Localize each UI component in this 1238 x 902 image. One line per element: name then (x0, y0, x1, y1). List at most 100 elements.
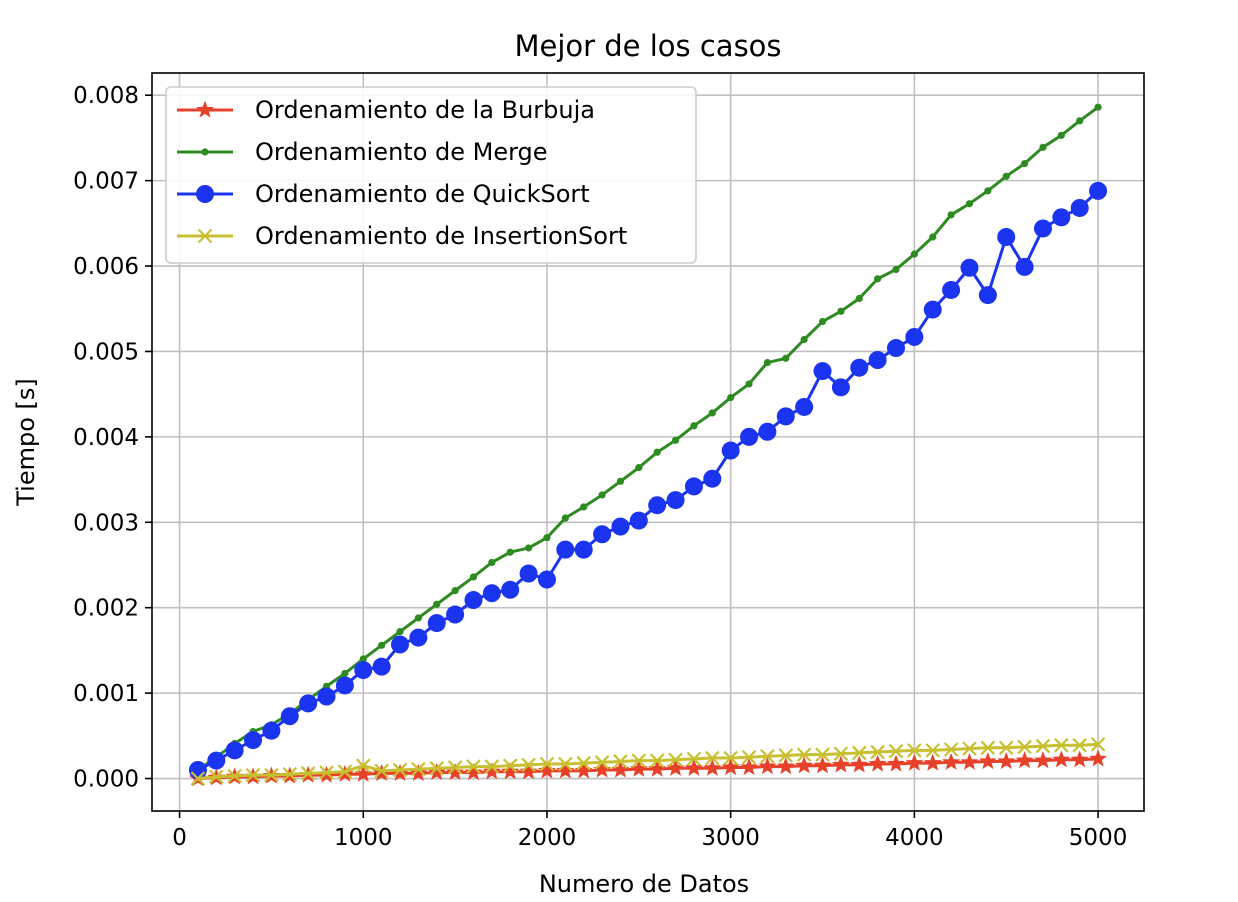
data-point (464, 763, 483, 781)
data-point (649, 753, 665, 768)
data-point (831, 755, 850, 773)
data-point (225, 741, 244, 760)
data-point (910, 250, 918, 258)
data-point (392, 762, 408, 778)
legend-marker (201, 148, 209, 156)
data-point (870, 744, 885, 760)
data-point (1057, 131, 1065, 139)
data-point (446, 763, 465, 781)
y-tick-label: 0.000 (73, 767, 139, 793)
data-point (396, 628, 404, 636)
x-tick-label: 3000 (701, 825, 760, 851)
data-point (355, 758, 371, 774)
data-point (831, 378, 850, 397)
data-point (851, 745, 867, 761)
data-point (1089, 749, 1108, 767)
data-point (947, 211, 955, 219)
data-point (262, 721, 281, 740)
data-point (409, 628, 428, 647)
series-line (197, 742, 1099, 781)
data-point (763, 358, 772, 367)
data-point (335, 676, 354, 695)
data-point (837, 307, 845, 315)
data-point (648, 496, 667, 515)
data-point (433, 600, 441, 608)
data-point (488, 558, 496, 567)
legend-entry: Ordenamiento de InsertionSort (177, 222, 627, 250)
data-point (539, 756, 555, 772)
data-point (613, 754, 628, 769)
data-point (778, 748, 794, 763)
data-point (745, 380, 753, 388)
data-point (359, 655, 367, 663)
data-point (874, 275, 882, 283)
axis-ticks: 0 1000 2000 3000 4000 5000 0.000 0.001 0.002 0.00… (73, 83, 1127, 851)
legend-label: Ordenamiento de Merge (255, 138, 548, 166)
y-tick-label: 0.004 (73, 425, 139, 451)
data-point (741, 749, 757, 765)
data-point (962, 741, 977, 756)
data-point (391, 635, 409, 654)
x-tick-label: 2000 (518, 825, 577, 851)
data-point (740, 758, 759, 776)
data-point (1094, 103, 1102, 111)
data-point (1052, 208, 1071, 227)
x-tick-label: 0 (172, 825, 187, 851)
data-point (980, 740, 996, 756)
data-point (960, 752, 979, 770)
data-point (868, 351, 887, 369)
series-line (197, 105, 1099, 772)
y-tick-label: 0.003 (73, 510, 139, 536)
series-2 (194, 103, 1102, 774)
data-point (466, 759, 481, 774)
data-point (796, 747, 812, 762)
legend-marker (196, 185, 214, 203)
data-point (337, 764, 353, 779)
data-point (1090, 737, 1106, 752)
data-point (501, 580, 520, 599)
data-point (556, 540, 575, 559)
data-point (1002, 172, 1010, 180)
legend-label: Ordenamiento de InsertionSort (255, 222, 627, 250)
data-point (850, 358, 869, 377)
data-point (833, 746, 849, 762)
data-point (815, 747, 830, 762)
data-point (580, 503, 588, 511)
data-point (190, 771, 206, 786)
data-point (501, 762, 520, 780)
data-point (943, 742, 959, 757)
data-point (506, 548, 514, 556)
data-point (997, 752, 1016, 770)
data-point (469, 573, 478, 581)
data-point (1070, 750, 1089, 768)
data-point (997, 228, 1016, 246)
data-point (244, 731, 263, 750)
data-point (653, 448, 661, 456)
series-layer (188, 103, 1108, 787)
data-point (666, 491, 685, 510)
data-point (776, 407, 795, 426)
data-point (300, 766, 316, 781)
legend-marker (196, 100, 214, 118)
data-point (558, 756, 573, 772)
data-point (1033, 219, 1052, 238)
legend-label: Ordenamiento de la Burbuja (255, 96, 595, 124)
data-point (209, 769, 224, 785)
data-point (574, 540, 593, 559)
data-point (703, 469, 722, 488)
data-point (813, 756, 832, 774)
data-point (960, 258, 979, 277)
data-point (984, 187, 992, 195)
data-point (1072, 737, 1087, 753)
data-point (598, 491, 606, 499)
data-point (524, 544, 533, 552)
data-point (925, 743, 941, 758)
y-tick-label: 0.002 (73, 596, 139, 622)
chart-title: Mejor de los casos (514, 29, 781, 63)
data-point (855, 294, 863, 303)
legend-marker (197, 228, 213, 244)
legend-label: Ordenamiento de QuickSort (255, 180, 590, 208)
data-point (543, 534, 551, 542)
data-point (887, 754, 905, 772)
